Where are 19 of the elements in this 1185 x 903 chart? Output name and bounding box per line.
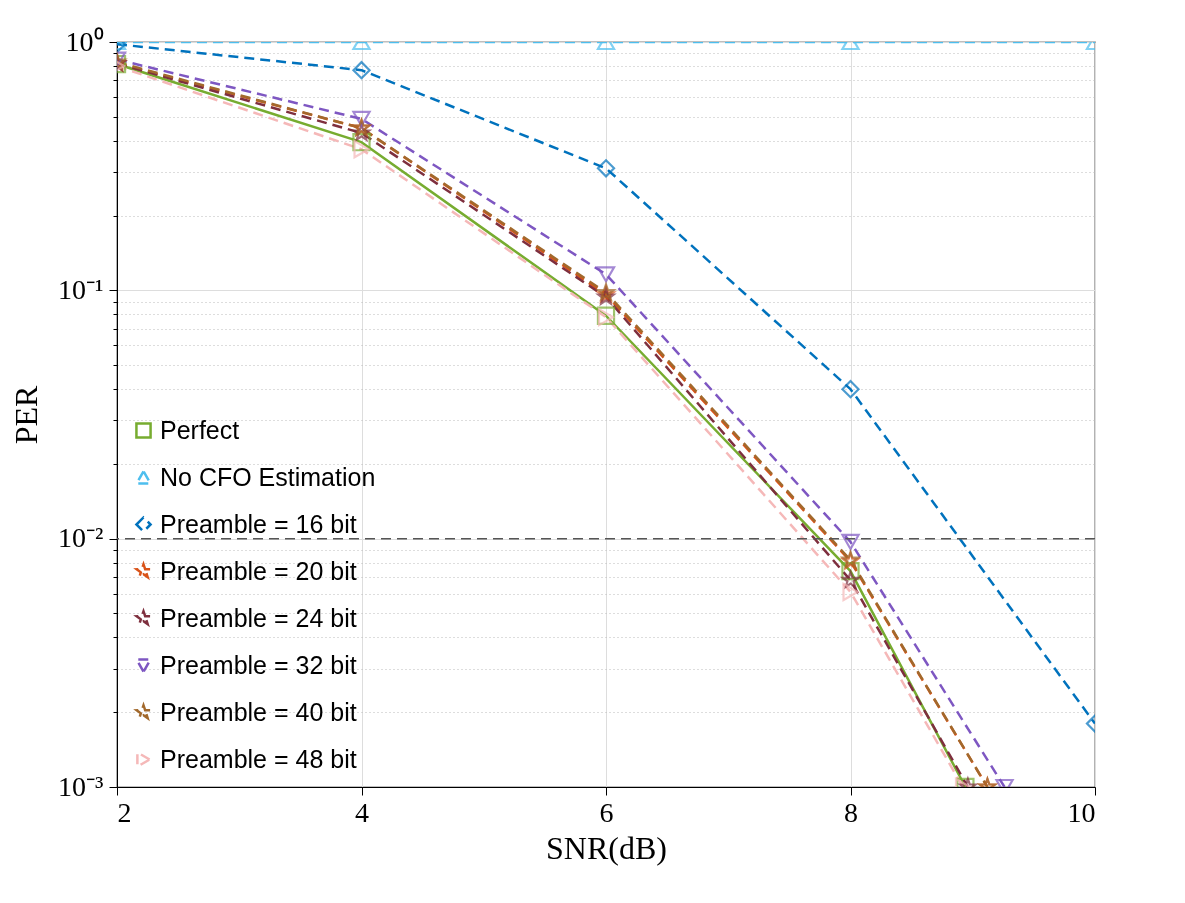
legend-label: Preamble = 16 bit xyxy=(160,509,357,538)
y-axis-title: PER xyxy=(8,385,45,445)
y-tick-label: 10⁻³ xyxy=(58,770,104,802)
legend-label: Preamble = 24 bit xyxy=(160,603,357,632)
x-tick-label: 10 xyxy=(1067,796,1096,828)
x-axis-title: SNR(dB) xyxy=(546,829,667,866)
legend-label: Preamble = 40 bit xyxy=(160,697,357,726)
x-tick-label: 4 xyxy=(355,796,369,828)
x-tick-label: 8 xyxy=(844,796,858,828)
x-tick-label: 2 xyxy=(117,796,132,828)
legend-label: Preamble = 48 bit xyxy=(160,744,357,773)
y-tick-label: 10⁻¹ xyxy=(58,273,104,305)
legend-label: Preamble = 32 bit xyxy=(160,650,357,679)
legend-label: Preamble = 20 bit xyxy=(160,556,357,585)
legend-label: No CFO Estimation xyxy=(160,462,376,491)
y-tick-label: 10⁰ xyxy=(65,25,104,57)
x-tick-label: 6 xyxy=(599,796,614,828)
legend-label: Perfect xyxy=(160,415,240,444)
y-tick-label: 10⁻² xyxy=(58,522,104,554)
